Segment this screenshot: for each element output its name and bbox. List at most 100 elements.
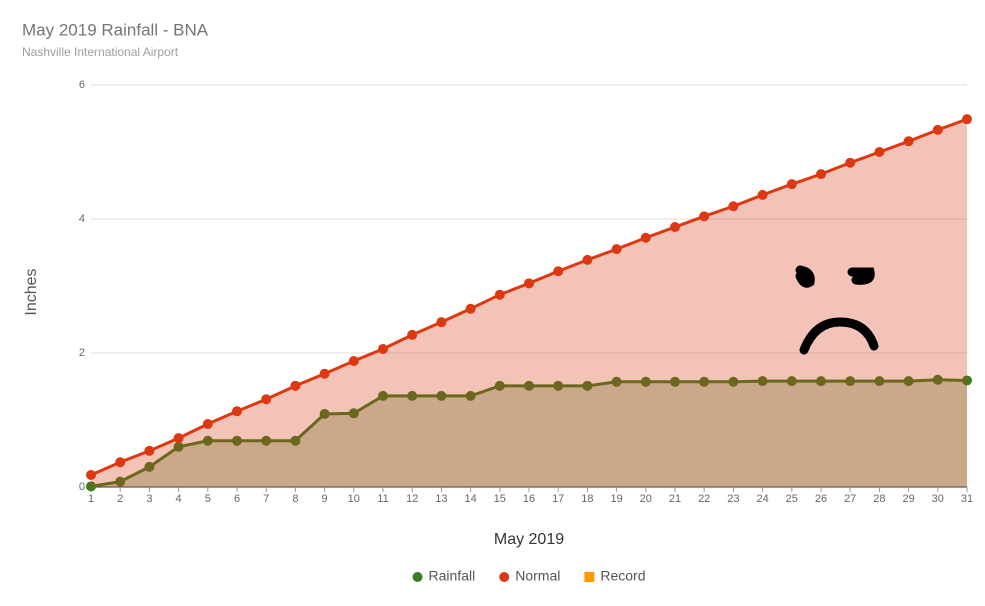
data-point [436,317,447,328]
x-tick-label: 14 [464,493,476,505]
data-point [553,380,564,391]
x-tick-label: 8 [292,493,298,505]
data-point [524,278,534,289]
face-mouth [799,317,879,355]
data-point [699,376,710,387]
data-point [611,376,622,387]
data-point [932,124,943,135]
x-tick-label: 20 [640,493,652,505]
data-point [670,222,680,233]
data-point [348,356,359,367]
chart-subtitle: Nashville International Airport [22,45,179,59]
data-point [86,469,96,480]
x-tick-label: 11 [377,493,388,505]
data-point [640,232,651,243]
data-point [144,445,155,456]
data-point [378,390,388,401]
area-fill [91,379,967,487]
data-point [845,376,856,387]
x-tick-label: 2 [117,493,123,505]
x-tick-label: 18 [581,493,593,505]
x-tick-label: 30 [932,493,944,505]
x-tick-label: 22 [698,493,710,505]
x-tick-label: 19 [610,493,622,505]
data-point [115,457,126,468]
data-point [348,408,359,419]
data-point [202,419,213,430]
annotation-face [795,265,879,355]
x-tick-label: 6 [234,493,240,505]
data-point [407,390,418,401]
legend-label: Rainfall [429,568,476,584]
data-point [932,374,943,385]
data-point [144,461,155,472]
data-point [407,329,418,340]
data-point [582,254,593,265]
data-point [261,435,272,446]
data-point [232,406,242,417]
data-point [962,114,972,125]
y-tick-label: 4 [79,213,85,225]
data-point [903,376,914,387]
x-tick-label: 13 [435,493,447,505]
data-point [290,435,301,446]
data-point [494,380,505,391]
legend-item: Record [584,568,645,584]
area-fill [91,119,967,488]
data-point [378,343,388,354]
data-point [903,136,914,147]
x-tick-label: 1 [88,493,94,505]
legend-marker [584,572,595,582]
x-tick-label: 26 [815,493,827,505]
y-tick-label: 6 [79,79,85,91]
data-point [524,380,534,391]
data-point [494,289,505,300]
data-point [816,376,826,387]
data-point [728,376,739,387]
x-tick-label: 3 [146,493,152,505]
legend-marker [499,572,510,582]
x-tick-label: 10 [348,493,360,505]
data-point [173,433,184,444]
data-point [670,376,680,387]
x-tick-label: 5 [205,493,211,505]
data-point [611,244,622,255]
x-tick-label: 12 [406,493,418,505]
y-axis-label: Inches [23,268,40,315]
data-point [699,211,710,222]
data-point [728,201,739,212]
x-tick-label: 25 [786,493,798,505]
data-point [115,476,126,487]
x-tick-label: 9 [322,493,328,505]
data-point [786,179,797,190]
x-axis-label: May 2019 [494,531,564,548]
data-point [86,481,96,492]
data-point [874,147,885,157]
chart-title: May 2019 Rainfall - BNA [22,20,209,39]
x-tick-label: 16 [523,493,535,505]
x-tick-label: 4 [176,493,182,505]
legend-item: Rainfall [412,568,476,584]
x-tick-label: 27 [844,493,856,505]
data-point [173,441,184,452]
data-point [290,380,301,391]
x-tick-label: 24 [756,493,768,505]
face-eye [847,267,875,285]
data-point [845,157,856,168]
data-point [874,376,885,387]
data-point [465,303,476,314]
x-tick-label: 17 [552,493,564,505]
data-point [261,394,272,405]
data-point [232,435,242,446]
data-point [640,376,651,387]
legend-label: Normal [515,568,560,584]
data-point [553,266,564,277]
data-point [582,380,593,391]
data-point [436,390,447,401]
data-point [757,189,768,200]
y-tick-label: 2 [79,347,85,359]
data-point [319,408,330,419]
x-tick-label: 7 [263,493,269,505]
